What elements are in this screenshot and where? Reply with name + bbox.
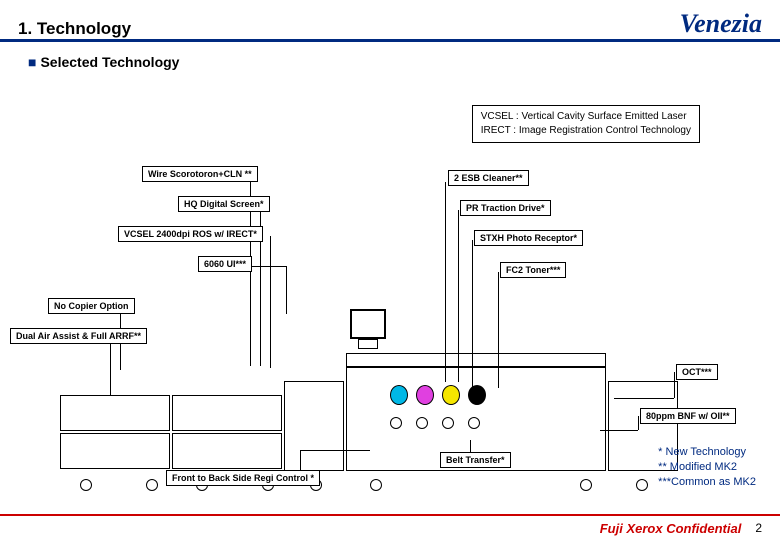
caster-icon xyxy=(370,479,382,491)
callout-stxh: STXH Photo Receptor* xyxy=(474,230,583,246)
legend: * New Technology ** Modified MK2 ***Comm… xyxy=(658,445,756,490)
toner-cyan-icon xyxy=(390,385,408,405)
page-number: 2 xyxy=(755,521,762,535)
leader-line xyxy=(614,398,674,399)
leader-line xyxy=(472,240,473,390)
brand-logo: Venezia xyxy=(680,9,762,39)
toner-magenta-icon xyxy=(416,385,434,405)
legend-line: ** Modified MK2 xyxy=(658,460,756,475)
toner-black-icon xyxy=(468,385,486,405)
photoreceptor-icon xyxy=(416,417,428,429)
callout-ftb: Front to Back Side Regi Control * xyxy=(166,470,320,486)
legend-line: ***Common as MK2 xyxy=(658,475,756,490)
leader-line xyxy=(600,430,638,431)
callout-esb: 2 ESB Cleaner** xyxy=(448,170,529,186)
leader-line xyxy=(498,272,499,388)
glossary-line: IRECT : Image Registration Control Techn… xyxy=(481,124,691,138)
photoreceptor-icon xyxy=(390,417,402,429)
leader-line xyxy=(110,340,111,396)
monitor-icon xyxy=(350,309,386,339)
toner-yellow-icon xyxy=(442,385,460,405)
platen xyxy=(346,353,606,367)
glossary-box: VCSEL : Vertical Cavity Surface Emitted … xyxy=(472,105,700,143)
leader-line xyxy=(270,236,271,368)
leader-line xyxy=(458,210,459,382)
caster-icon xyxy=(580,479,592,491)
page-title: 1. Technology xyxy=(18,19,131,39)
leader-line xyxy=(286,266,287,314)
callout-belt: Belt Transfer* xyxy=(440,452,511,468)
leader-line xyxy=(674,372,675,398)
photoreceptor-icon xyxy=(468,417,480,429)
diagram: Wire Scorotoron+CLN ** HQ Digital Screen… xyxy=(0,150,780,470)
callout-dual: Dual Air Assist & Full ARRF** xyxy=(10,328,147,344)
leader-line xyxy=(250,266,286,267)
tray xyxy=(172,395,282,431)
machine-outline xyxy=(60,355,680,485)
callout-fc2: FC2 Toner*** xyxy=(500,262,566,278)
callout-wire: Wire Scorotoron+CLN ** xyxy=(142,166,258,182)
tray xyxy=(172,433,282,469)
callout-oct: OCT*** xyxy=(676,364,718,380)
leader-line xyxy=(638,416,639,430)
leader-line xyxy=(300,450,370,451)
caster-icon xyxy=(636,479,648,491)
tray xyxy=(60,433,170,469)
photoreceptor-icon xyxy=(442,417,454,429)
footer: Fuji Xerox Confidential 2 xyxy=(0,514,780,540)
glossary-line: VCSEL : Vertical Cavity Surface Emitted … xyxy=(481,110,691,124)
caster-icon xyxy=(146,479,158,491)
callout-bnf: 80ppm BNF w/ OII** xyxy=(640,408,736,424)
legend-line: * New Technology xyxy=(658,445,756,460)
callout-vcsel: VCSEL 2400dpi ROS w/ IRECT* xyxy=(118,226,263,242)
callout-ui: 6060 UI*** xyxy=(198,256,252,272)
monitor-stand xyxy=(358,339,378,349)
feeder xyxy=(284,381,344,471)
callout-nocopy: No Copier Option xyxy=(48,298,135,314)
section-heading: Selected Technology xyxy=(28,54,780,70)
callout-hq: HQ Digital Screen* xyxy=(178,196,270,212)
confidential-label: Fuji Xerox Confidential xyxy=(600,521,742,536)
leader-line xyxy=(300,450,301,468)
tray xyxy=(60,395,170,431)
leader-line xyxy=(445,182,446,382)
caster-icon xyxy=(80,479,92,491)
callout-pr: PR Traction Drive* xyxy=(460,200,551,216)
leader-line xyxy=(470,440,471,452)
